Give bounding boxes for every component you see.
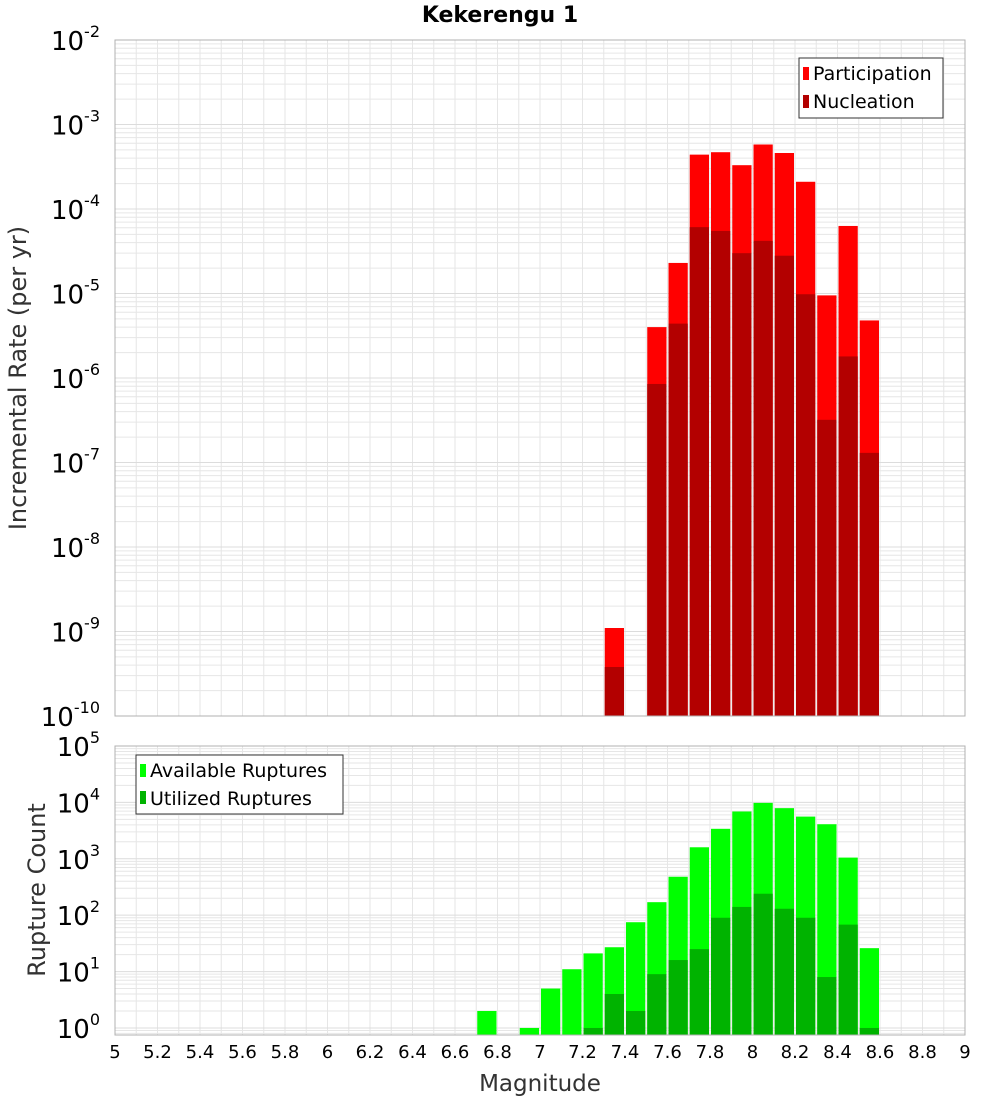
- bottom-bar-utilized: [732, 906, 752, 1035]
- bottom-plot-frame: [114, 745, 966, 1036]
- x-tick-label: 7.6: [653, 1042, 682, 1063]
- bottom-bars: [477, 802, 879, 1035]
- legend-swatch-utilized: [140, 791, 146, 804]
- top-bar-nucleation: [689, 227, 709, 716]
- top-legend: Participation Nucleation: [798, 57, 944, 119]
- top-legend-box: [798, 57, 944, 119]
- top-bar-nucleation: [796, 294, 816, 716]
- top-y-tick-label: 10-5: [51, 276, 100, 311]
- top-y-tick-label: 10-2: [51, 22, 100, 57]
- bottom-y-tick-label: 105: [57, 728, 100, 763]
- top-y-tick-label: 10-10: [41, 698, 100, 733]
- x-tick-label: 6.8: [483, 1042, 512, 1063]
- bottom-gridlines: [114, 745, 966, 1035]
- bottom-y-tick-label: 101: [57, 954, 100, 989]
- bottom-y-tick-label: 103: [57, 841, 100, 876]
- top-bar-nucleation: [732, 253, 752, 716]
- bottom-bar-available: [477, 1010, 497, 1035]
- x-tick-labels: 5 5.2 5.4 5.6 5.8 6 6.2 6.4 6.6 6.8 7 7.2 7.4 7.6 7.8 8…: [109, 1042, 970, 1063]
- x-tick-label: 6.6: [441, 1042, 470, 1063]
- top-bar-nucleation: [817, 419, 837, 716]
- legend-label-nucleation: Nucleation: [813, 91, 915, 113]
- x-tick-label: 9: [959, 1042, 970, 1063]
- top-bar-nucleation: [711, 230, 731, 717]
- bottom-bar-utilized: [796, 917, 816, 1035]
- bottom-bar-utilized: [583, 1027, 603, 1035]
- bottom-bar-utilized: [689, 949, 709, 1035]
- top-y-tick-label: 10-6: [51, 360, 100, 395]
- x-tick-label: 8.2: [781, 1042, 810, 1063]
- bottom-y-axis-label: Rupture Count: [23, 803, 51, 977]
- x-tick-label: 5.8: [271, 1042, 300, 1063]
- x-tick-label: 8: [747, 1042, 758, 1063]
- top-bar-nucleation: [647, 383, 667, 716]
- legend-label-available: Available Ruptures: [150, 760, 327, 782]
- top-gridlines: [114, 39, 966, 717]
- top-y-tick-label: 10-3: [51, 107, 100, 142]
- top-plot: 10-10 10-9 10-8 10-7 10-6 10-5 10-4 10-3 10-2 In…: [4, 22, 966, 733]
- bottom-y-tick-label: 100: [57, 1010, 100, 1045]
- bottom-bar-utilized: [626, 1010, 646, 1035]
- bottom-bar-utilized: [838, 924, 858, 1035]
- top-bars: [604, 144, 879, 717]
- x-axis-label: Magnitude: [479, 1071, 601, 1097]
- top-y-tick-label: 10-7: [51, 445, 100, 480]
- top-y-tick-label: 10-4: [51, 191, 100, 226]
- bottom-bar-available: [519, 1027, 539, 1035]
- bottom-bar-available: [562, 969, 582, 1035]
- top-plot-frame: [114, 39, 966, 717]
- bottom-bar-available: [583, 953, 603, 1035]
- bottom-bar-available: [541, 988, 561, 1035]
- top-bar-nucleation: [668, 323, 688, 716]
- x-tick-label: 7.4: [611, 1042, 640, 1063]
- bottom-legend-box: [135, 754, 344, 815]
- top-y-tick-label: 10-9: [51, 614, 100, 649]
- legend-swatch-participation: [803, 67, 809, 80]
- bottom-bar-utilized: [668, 960, 688, 1035]
- x-tick-label: 8.4: [823, 1042, 852, 1063]
- top-bar-nucleation: [774, 255, 794, 716]
- legend-label-utilized: Utilized Ruptures: [150, 788, 312, 810]
- x-tick-label: 5.4: [186, 1042, 215, 1063]
- bottom-bar-utilized: [604, 994, 624, 1035]
- bottom-bar-utilized: [774, 908, 794, 1035]
- legend-swatch-nucleation: [803, 95, 809, 108]
- bottom-y-tick-labels: 100 101 102 103 104 105: [57, 728, 100, 1045]
- x-tick-label: 8.8: [908, 1042, 937, 1063]
- x-tick-label: 5: [109, 1042, 120, 1063]
- legend-swatch-available: [140, 764, 146, 777]
- bottom-plot: 100 101 102 103 104 105 5 5.2 5.4 5.6 5.8 6 6.2 6.4 6…: [23, 728, 971, 1097]
- top-bar-nucleation: [838, 356, 858, 716]
- bottom-y-tick-label: 104: [57, 784, 100, 819]
- x-tick-label: 7.8: [696, 1042, 725, 1063]
- top-bar-nucleation: [753, 240, 773, 716]
- x-tick-label: 5.2: [143, 1042, 172, 1063]
- legend-label-participation: Participation: [813, 63, 932, 85]
- x-tick-label: 7.2: [568, 1042, 597, 1063]
- x-tick-label: 7: [534, 1042, 545, 1063]
- bottom-bar-utilized: [753, 893, 773, 1035]
- x-tick-label: 6: [322, 1042, 333, 1063]
- x-tick-label: 6.2: [356, 1042, 385, 1063]
- chart-title: Kekerengu 1: [422, 3, 578, 28]
- bottom-legend: Available Ruptures Utilized Ruptures: [135, 754, 344, 815]
- top-bar-nucleation: [859, 452, 879, 716]
- bottom-bar-utilized: [817, 977, 837, 1035]
- top-y-axis-label: Incremental Rate (per yr): [4, 226, 32, 530]
- bottom-bar-available: [626, 922, 646, 1035]
- x-tick-label: 8.6: [866, 1042, 895, 1063]
- top-y-tick-label: 10-8: [51, 529, 100, 564]
- x-tick-label: 5.6: [228, 1042, 257, 1063]
- bottom-y-tick-label: 102: [57, 897, 100, 932]
- bottom-bar-utilized: [859, 1027, 879, 1035]
- bottom-bar-utilized: [711, 917, 731, 1035]
- bottom-bar-available: [859, 948, 879, 1035]
- top-y-tick-labels: 10-10 10-9 10-8 10-7 10-6 10-5 10-4 10-3 10-2: [41, 22, 100, 733]
- bottom-bar-utilized: [647, 974, 667, 1035]
- top-bar-nucleation: [604, 667, 624, 716]
- x-tick-label: 6.4: [398, 1042, 427, 1063]
